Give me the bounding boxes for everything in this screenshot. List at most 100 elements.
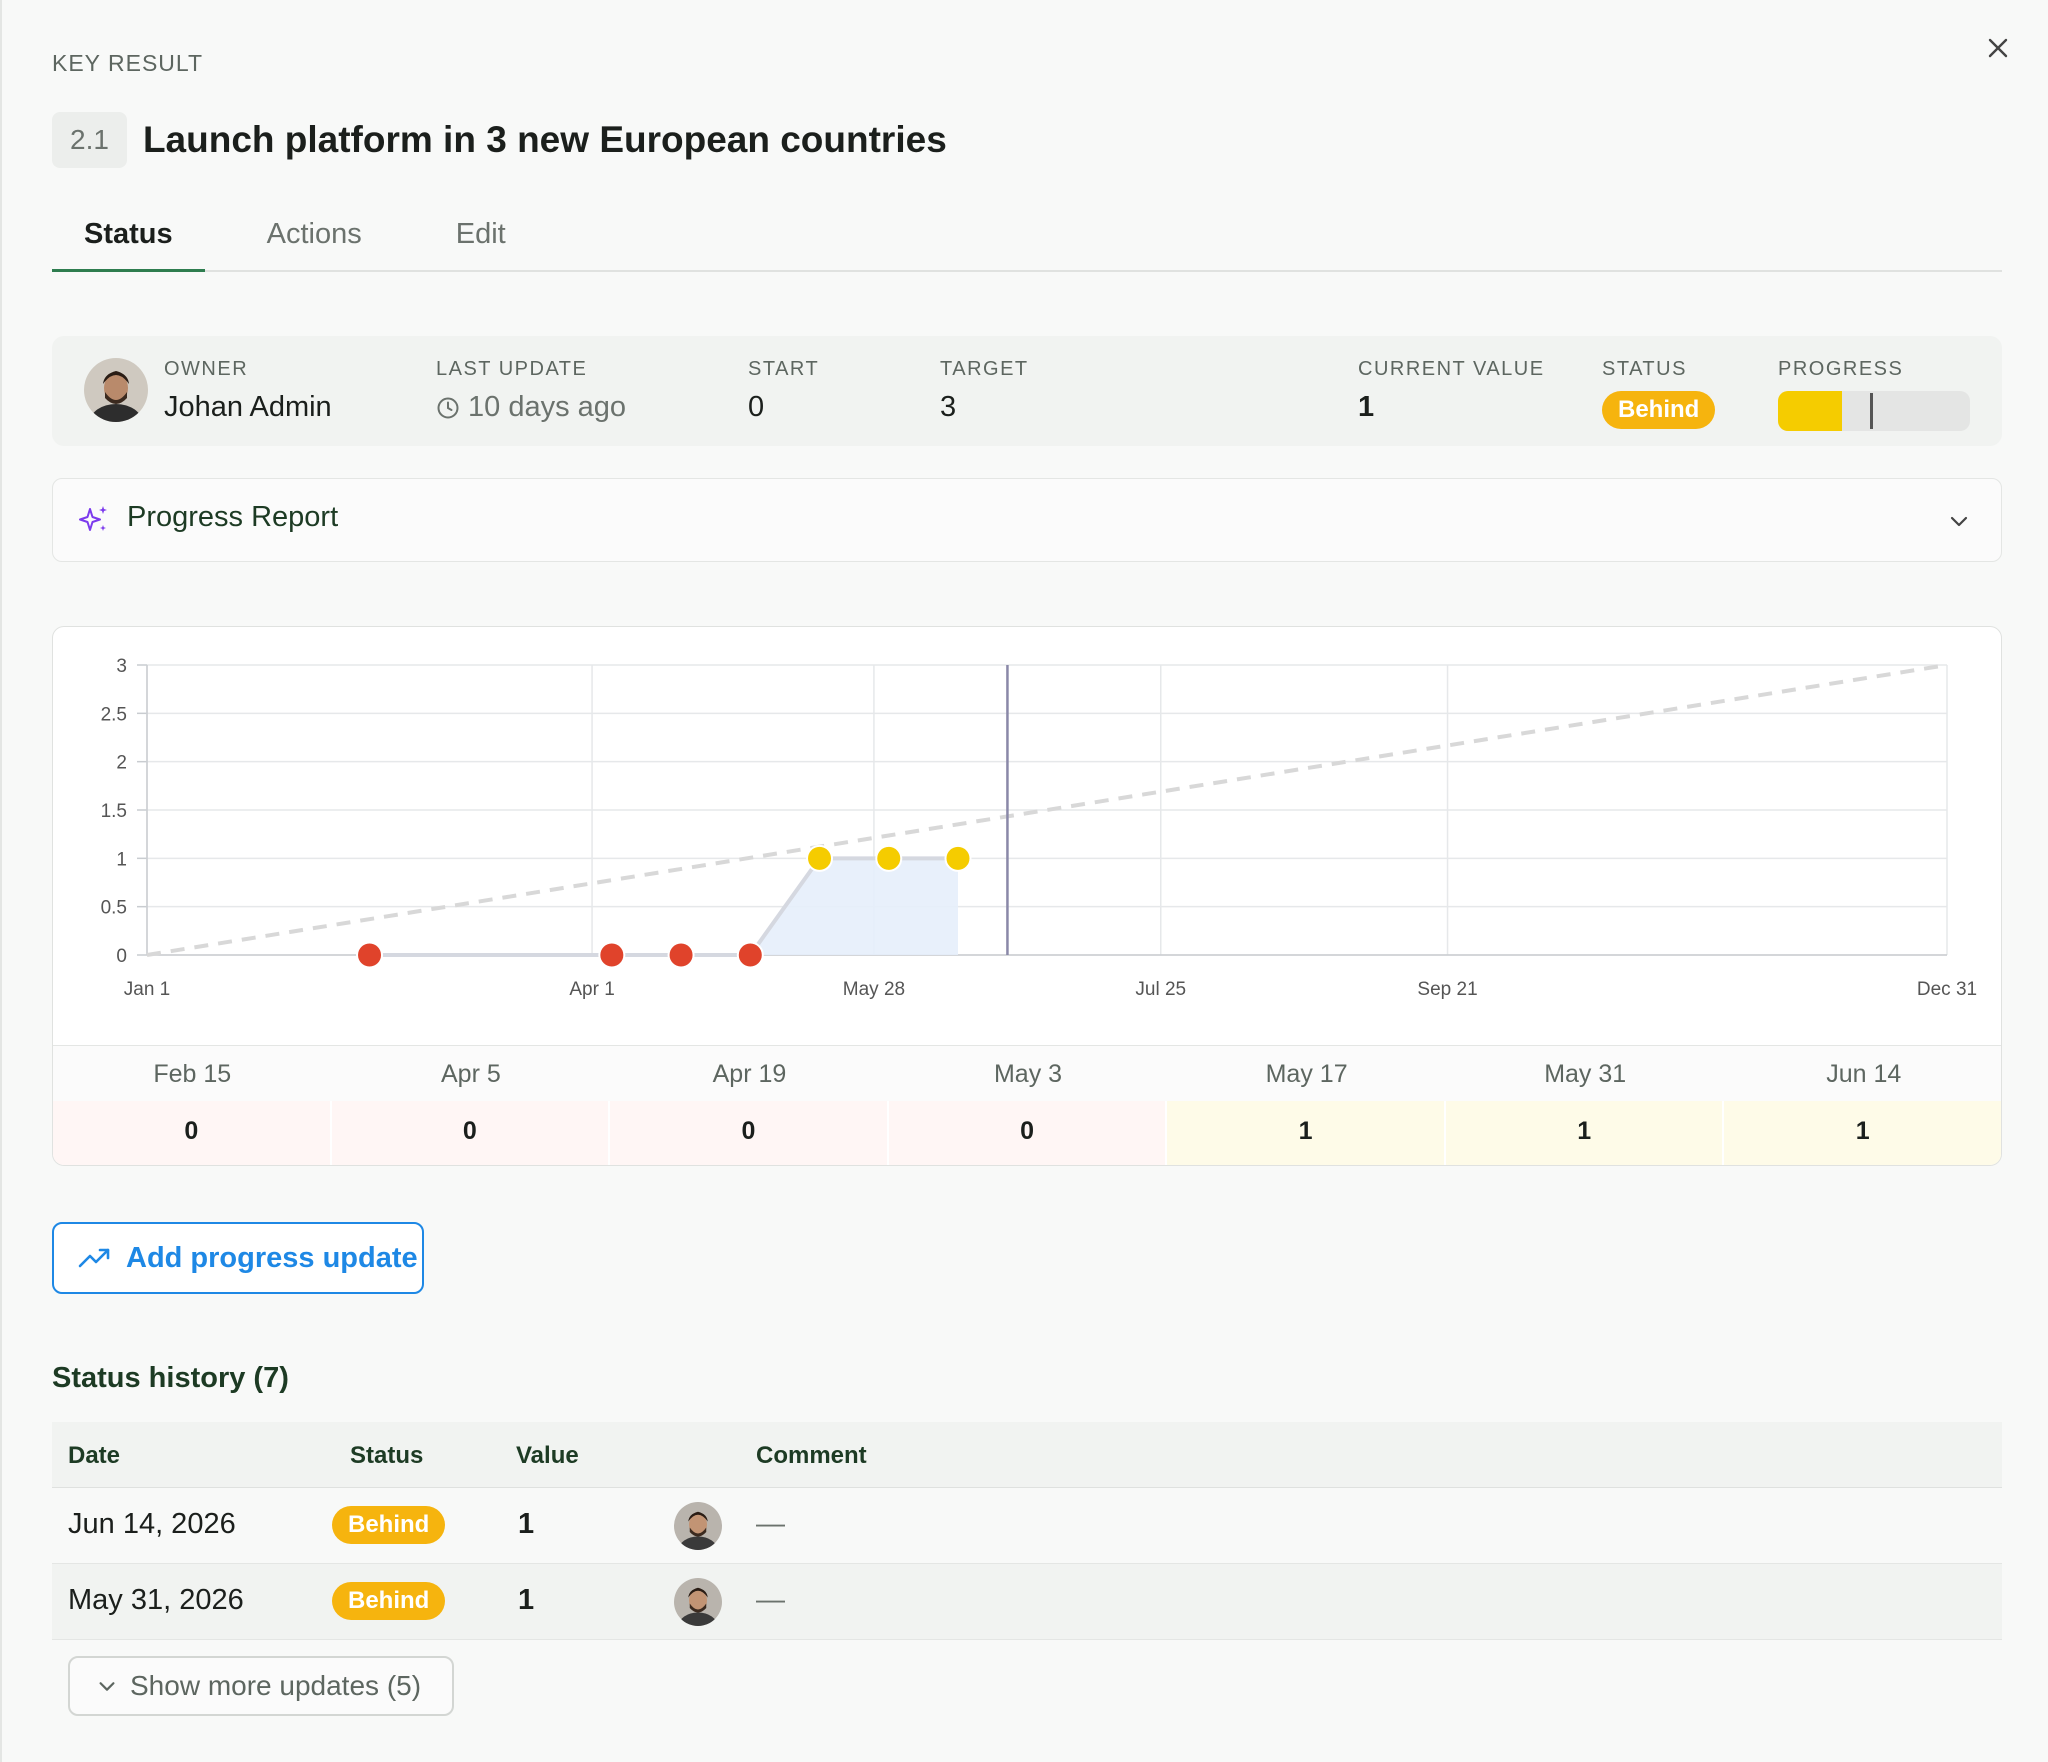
history-value[interactable]: 1 [1724, 1101, 2001, 1165]
row-status: Behind [332, 1582, 446, 1620]
history-strip-dates: Feb 15 Apr 5 Apr 19 May 3 May 17 May 31 Jun 14 [53, 1045, 2001, 1101]
row-value: 1 [518, 1508, 535, 1540]
history-date: Apr 19 [712, 1060, 787, 1088]
chevron-down-icon [99, 1682, 115, 1691]
add-progress-update-button[interactable]: Add progress update [52, 1222, 424, 1294]
show-more-updates-button[interactable]: Show more updates (5) [68, 1656, 454, 1716]
current-value-field: CURRENT VALUE 1 [1358, 358, 1545, 424]
owner-field: OWNER Johan Admin [164, 358, 332, 424]
history-date: Jun 14 [1826, 1060, 1902, 1088]
x-tick-label: Dec 31 [1917, 979, 1977, 1000]
row-status: Behind [332, 1506, 446, 1544]
progress-field: PROGRESS [1778, 358, 1970, 431]
status-badge: Behind [1602, 391, 1716, 429]
add-progress-update-label: Add progress update [126, 1241, 418, 1274]
x-tick-label: Jan 1 [124, 979, 170, 1000]
progress-report-label: Progress Report [127, 501, 339, 533]
history-value[interactable]: 0 [888, 1101, 1168, 1165]
current-value-label: CURRENT VALUE [1358, 358, 1545, 380]
col-value: Value [516, 1442, 579, 1469]
clock-icon [437, 397, 459, 418]
history-date: May 17 [1265, 1060, 1348, 1088]
y-tick-label: 0 [116, 946, 127, 967]
target-label: TARGET [940, 358, 1029, 380]
history-date: Apr 5 [440, 1060, 501, 1088]
target-trend-line [146, 663, 1948, 957]
table-header: Date Status Value Comment [52, 1422, 2002, 1488]
owner-label: OWNER [164, 358, 249, 380]
status-label: STATUS [1602, 358, 1687, 380]
history-value[interactable]: 1 [1167, 1101, 1446, 1165]
x-tick-label: Jul 25 [1135, 979, 1186, 1000]
panel-eyebrow: KEY RESULT [52, 50, 204, 76]
target-value: 3 [940, 391, 957, 423]
trending-up-icon [78, 1248, 110, 1268]
tab-edit[interactable]: Edit [455, 218, 506, 250]
col-comment: Comment [756, 1442, 867, 1469]
start-value: 0 [748, 391, 765, 423]
row-comment: — [756, 1584, 785, 1616]
table-row[interactable]: May 31, 2026 Behind 1 — [52, 1564, 2002, 1640]
avatar-image [674, 1502, 722, 1550]
history-value[interactable]: 0 [331, 1101, 611, 1165]
data-point [356, 941, 384, 969]
row-comment: — [756, 1508, 785, 1540]
chevron-down-icon [1950, 516, 1968, 527]
data-point [598, 941, 626, 969]
progress-bar [1778, 391, 1970, 431]
progress-report-accordion[interactable]: Progress Report [52, 478, 2002, 562]
start-field: START 0 [748, 358, 819, 424]
status-badge: Behind [332, 1506, 446, 1544]
tab-status[interactable]: Status [52, 206, 205, 272]
last-update-label: LAST UPDATE [436, 358, 588, 380]
show-more-updates-label: Show more updates (5) [130, 1670, 422, 1701]
last-update-field: LAST UPDATE 10 days ago [436, 358, 626, 424]
x-tick-label: May 28 [843, 979, 905, 1000]
history-date: Feb 15 [153, 1060, 232, 1088]
avatar-image [674, 1578, 722, 1626]
status-badge: Behind [332, 1582, 446, 1620]
y-tick-label: 1.5 [101, 801, 127, 822]
sparkles-icon [79, 506, 107, 531]
status-field: STATUS Behind [1602, 358, 1716, 429]
history-value[interactable]: 1 [1445, 1101, 1725, 1165]
page-title: Launch platform in 3 new European countr… [142, 119, 947, 160]
tab-bar: Status Actions Edit [52, 206, 2002, 272]
data-point [806, 844, 834, 872]
col-date: Date [68, 1442, 121, 1469]
tab-actions[interactable]: Actions [266, 218, 362, 250]
close-icon[interactable] [1980, 30, 2016, 66]
row-date: May 31, 2026 [68, 1584, 244, 1616]
x-tick-label: Apr 1 [569, 979, 614, 1000]
progress-chart: 0 0.5 1 1.5 2 2.5 3 Jan 1 Apr 1 May 28 Jul 25 Sep 2… [101, 656, 1978, 1000]
avatar [674, 1578, 722, 1626]
target-field: TARGET 3 [940, 358, 1029, 424]
status-history-title: Status history (7) [52, 1362, 289, 1394]
avatar [674, 1502, 722, 1550]
progress-expected-marker [1870, 393, 1874, 429]
title-row: 2.1 Launch platform in 3 new European co… [52, 112, 947, 168]
progress-chart-card: 0 0.5 1 1.5 2 2.5 3 Jan 1 Apr 1 May 28 Jul 25 Sep 2… [52, 626, 2002, 1166]
history-date: May 31 [1544, 1060, 1627, 1088]
data-point [875, 844, 903, 872]
meta-summary: OWNER Johan Admin LAST UPDATE 10 days ag… [52, 336, 2002, 446]
data-point [944, 844, 972, 872]
owner-name: Johan Admin [164, 391, 332, 423]
status-value-wrap: Behind [1602, 391, 1716, 429]
start-label: START [748, 358, 820, 380]
y-tick-label: 3 [116, 656, 127, 677]
table-row[interactable]: Jun 14, 2026 Behind 1 — [52, 1488, 2002, 1564]
owner-avatar [84, 358, 148, 422]
current-value: 1 [1358, 391, 1375, 423]
history-value[interactable]: 0 [610, 1101, 889, 1165]
row-date: Jun 14, 2026 [68, 1508, 236, 1540]
avatar-image [84, 358, 148, 422]
data-point [736, 941, 764, 969]
history-value[interactable]: 0 [53, 1101, 332, 1165]
y-tick-label: 1 [116, 849, 127, 870]
history-date: May 3 [993, 1060, 1063, 1088]
y-tick-label: 0.5 [101, 898, 127, 919]
progress-label: PROGRESS [1778, 358, 1904, 380]
